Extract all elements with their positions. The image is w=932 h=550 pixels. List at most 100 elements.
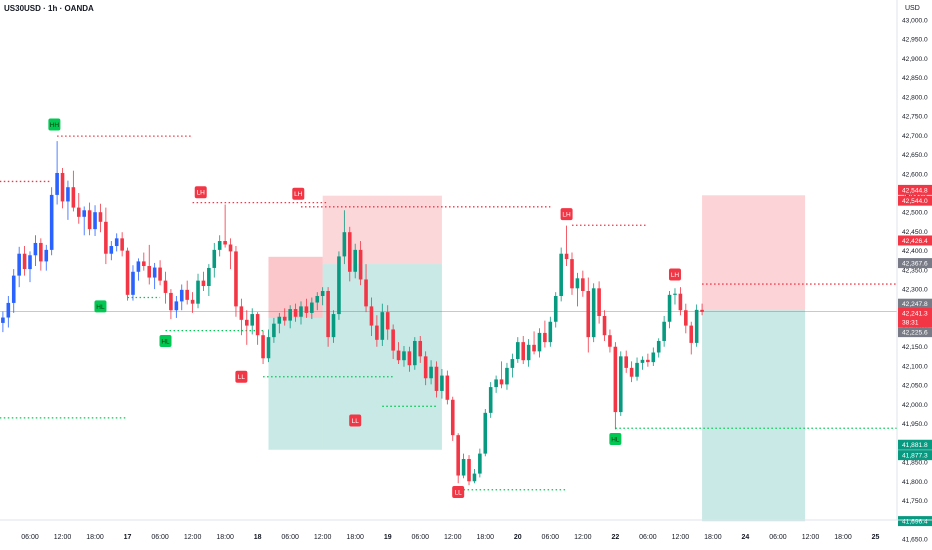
time-tick-11: 19 xyxy=(384,534,392,541)
candle-body-37 xyxy=(174,301,179,311)
candle-body-49 xyxy=(239,306,244,320)
candle-body-47 xyxy=(228,244,233,252)
annotation-label-3: LH xyxy=(197,190,206,197)
time-tick-5: 12:00 xyxy=(184,534,202,541)
candle-body-109 xyxy=(564,253,569,260)
candle-body-111 xyxy=(575,278,580,289)
annotation-badge-10 xyxy=(609,432,622,445)
annotation-label-6: LL xyxy=(352,418,360,425)
candle-body-130 xyxy=(678,293,683,311)
price-tick-24: 41,800.0 xyxy=(902,479,928,486)
time-tick-4: 06:00 xyxy=(151,534,169,541)
time-tick-21: 18:00 xyxy=(704,534,722,541)
price-axis-background xyxy=(897,0,932,550)
candle-body-113 xyxy=(586,291,591,338)
symbol-title[interactable]: US30USD · 1h · OANDA xyxy=(4,4,94,13)
price-tick-5: 42,750.0 xyxy=(902,114,928,121)
candle-body-92 xyxy=(472,473,477,482)
candle-body-78 xyxy=(396,350,401,361)
candle-body-54 xyxy=(266,337,271,359)
annotation-label-4: LL xyxy=(238,374,246,381)
candle-body-110 xyxy=(570,259,574,289)
position-box-4[interactable] xyxy=(702,195,806,311)
price-tick-20: 42,000.0 xyxy=(902,402,928,409)
candle-body-87 xyxy=(445,375,450,400)
candle-body-98 xyxy=(505,367,509,385)
price-tick-1: 42,950.0 xyxy=(902,37,928,44)
candle-body-14 xyxy=(49,194,54,250)
candle-body-102 xyxy=(526,344,531,361)
currency-label: USD xyxy=(905,5,920,12)
candle-body-32 xyxy=(147,266,152,278)
time-tick-12: 06:00 xyxy=(411,534,429,541)
time-tick-25: 18:00 xyxy=(834,534,852,541)
annotation-badge-5 xyxy=(292,187,305,200)
annotation-label-0: HH xyxy=(50,122,60,129)
time-axis[interactable]: 06:00 12:00 18:00 17 06:00 12:00 18:00 18 06:00 1… xyxy=(21,534,879,541)
time-tick-23: 06:00 xyxy=(769,534,787,541)
candle-body-123 xyxy=(640,359,645,363)
candle-body-10 xyxy=(28,255,32,270)
annotation-badge-1 xyxy=(94,300,107,313)
candle-body-99 xyxy=(510,359,515,368)
candle-body-52 xyxy=(255,314,260,336)
time-tick-7: 18 xyxy=(254,534,262,541)
candle-body-26 xyxy=(114,238,119,247)
candle-body-117 xyxy=(608,335,612,347)
candle-body-58 xyxy=(288,309,292,321)
price-tick-17: 42,150.0 xyxy=(902,344,928,351)
axis-price-text-0: 42,544.8 xyxy=(902,187,928,194)
candle-body-63 xyxy=(315,295,320,303)
candle-body-106 xyxy=(548,321,553,343)
position-box-3[interactable] xyxy=(322,264,442,450)
candle-body-83 xyxy=(423,356,428,379)
annotation-badge-2 xyxy=(159,334,172,347)
annotation-label-10: HL xyxy=(611,436,620,443)
position-box-1[interactable] xyxy=(268,317,323,450)
candle-body-27 xyxy=(120,238,124,251)
candle-body-29 xyxy=(131,271,135,295)
candle-body-43 xyxy=(207,267,211,287)
time-tick-20: 12:00 xyxy=(672,534,690,541)
candles xyxy=(1,141,704,486)
candle-body-121 xyxy=(629,367,634,377)
candle-body-95 xyxy=(488,387,493,413)
candle-body-133 xyxy=(694,309,699,343)
position-box-2[interactable] xyxy=(322,195,442,265)
axis-price-text-3: 42,367.6 xyxy=(902,260,928,267)
annotation-badge-6 xyxy=(349,414,362,427)
axis-price-text-2: 42,426.4 xyxy=(902,238,928,245)
candle-body-127 xyxy=(662,321,666,341)
candle-body-30 xyxy=(136,261,141,272)
candle-body-21 xyxy=(87,210,92,230)
annotation-label-2: HL xyxy=(161,338,170,345)
price-axis[interactable]: 43,000.0 42,950.0 42,900.0 42,850.0 42,800.0… xyxy=(902,18,928,544)
candle-body-112 xyxy=(581,278,585,292)
candle-body-128 xyxy=(667,294,672,322)
candle-body-118 xyxy=(613,346,618,413)
axis-price-box-9 xyxy=(898,450,932,461)
price-tick-7: 42,650.0 xyxy=(902,152,928,159)
axis-price-box-7 xyxy=(898,327,932,338)
candle-body-46 xyxy=(223,241,227,245)
candle-body-44 xyxy=(212,249,217,268)
price-tick-18: 42,100.0 xyxy=(902,363,928,370)
axis-price-box-6 xyxy=(898,317,932,328)
axis-price-box-8 xyxy=(898,439,932,450)
time-tick-17: 12:00 xyxy=(574,534,592,541)
price-tick-2: 42,900.0 xyxy=(902,56,928,63)
axis-price-text-8: 41,881.8 xyxy=(902,442,928,449)
candle-body-68 xyxy=(342,232,347,257)
position-box-5[interactable] xyxy=(702,310,806,522)
candle-body-17 xyxy=(66,187,70,202)
axis-price-text-7: 42,225.6 xyxy=(902,330,928,337)
candle-body-73 xyxy=(369,306,374,326)
annotation-label-8: LH xyxy=(562,212,571,219)
axis-price-box-1 xyxy=(898,195,932,206)
time-tick-16: 06:00 xyxy=(542,534,560,541)
annotation-label-1: HL xyxy=(96,304,105,311)
price-tick-25: 41,750.0 xyxy=(902,498,928,505)
time-tick-24: 12:00 xyxy=(802,534,820,541)
candle-body-65 xyxy=(326,291,330,338)
